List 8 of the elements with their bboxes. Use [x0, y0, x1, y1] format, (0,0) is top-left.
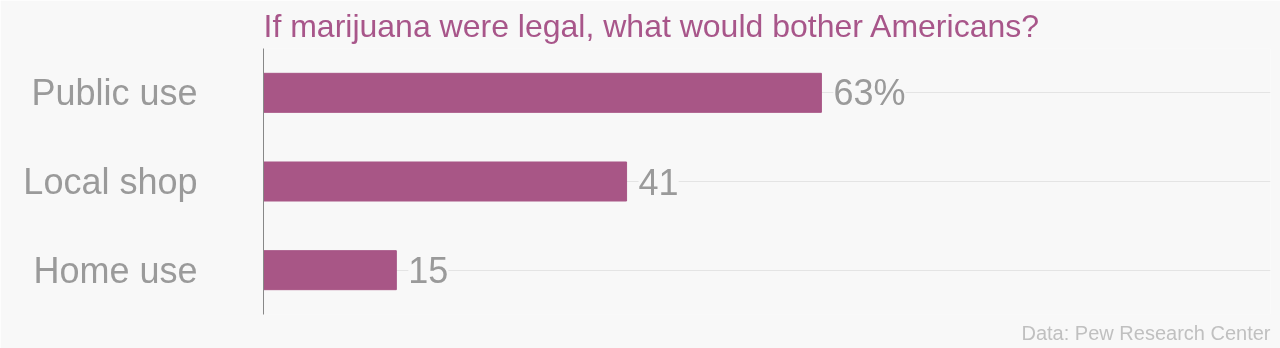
text: Data: Pew Research Center	[1021, 321, 1271, 344]
data-label: 41	[638, 161, 679, 203]
chart-title: If marijuana were legal, what would bother Americans?	[263, 7, 1040, 44]
y-tick-label: Local shop	[23, 161, 198, 202]
data-label: 63%	[833, 72, 906, 114]
y-tick-label: Home use	[33, 249, 198, 291]
y-tick-label: Public use	[31, 72, 198, 114]
data-label: 15	[408, 250, 449, 292]
